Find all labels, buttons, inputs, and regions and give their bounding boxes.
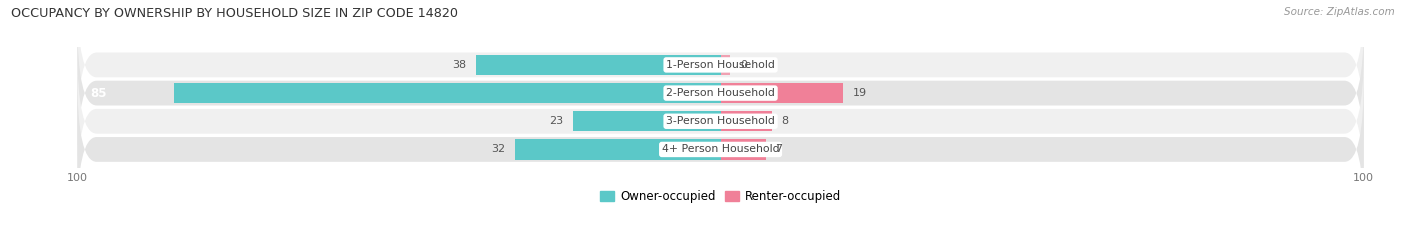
FancyBboxPatch shape bbox=[77, 49, 1364, 193]
Bar bbox=[174, 83, 721, 103]
Legend: Owner-occupied, Renter-occupied: Owner-occupied, Renter-occupied bbox=[595, 185, 846, 208]
Bar bbox=[515, 139, 721, 160]
Text: 7: 7 bbox=[775, 144, 782, 154]
Bar bbox=[721, 83, 842, 103]
Bar bbox=[721, 111, 772, 131]
Text: 2-Person Household: 2-Person Household bbox=[666, 88, 775, 98]
Text: Source: ZipAtlas.com: Source: ZipAtlas.com bbox=[1284, 7, 1395, 17]
Bar bbox=[477, 55, 721, 75]
Text: 1-Person Household: 1-Person Household bbox=[666, 60, 775, 70]
Bar bbox=[721, 139, 766, 160]
Text: 4+ Person Household: 4+ Person Household bbox=[662, 144, 779, 154]
Text: 23: 23 bbox=[548, 116, 562, 126]
Bar bbox=[572, 111, 721, 131]
Text: 3-Person Household: 3-Person Household bbox=[666, 116, 775, 126]
Text: 19: 19 bbox=[852, 88, 866, 98]
FancyBboxPatch shape bbox=[77, 21, 1364, 165]
Bar bbox=[721, 55, 730, 75]
Text: 0: 0 bbox=[740, 60, 747, 70]
Text: 8: 8 bbox=[782, 116, 789, 126]
FancyBboxPatch shape bbox=[77, 0, 1364, 137]
FancyBboxPatch shape bbox=[77, 77, 1364, 222]
Text: 85: 85 bbox=[90, 87, 107, 99]
Text: 38: 38 bbox=[453, 60, 467, 70]
Text: OCCUPANCY BY OWNERSHIP BY HOUSEHOLD SIZE IN ZIP CODE 14820: OCCUPANCY BY OWNERSHIP BY HOUSEHOLD SIZE… bbox=[11, 7, 458, 20]
Text: 32: 32 bbox=[491, 144, 505, 154]
